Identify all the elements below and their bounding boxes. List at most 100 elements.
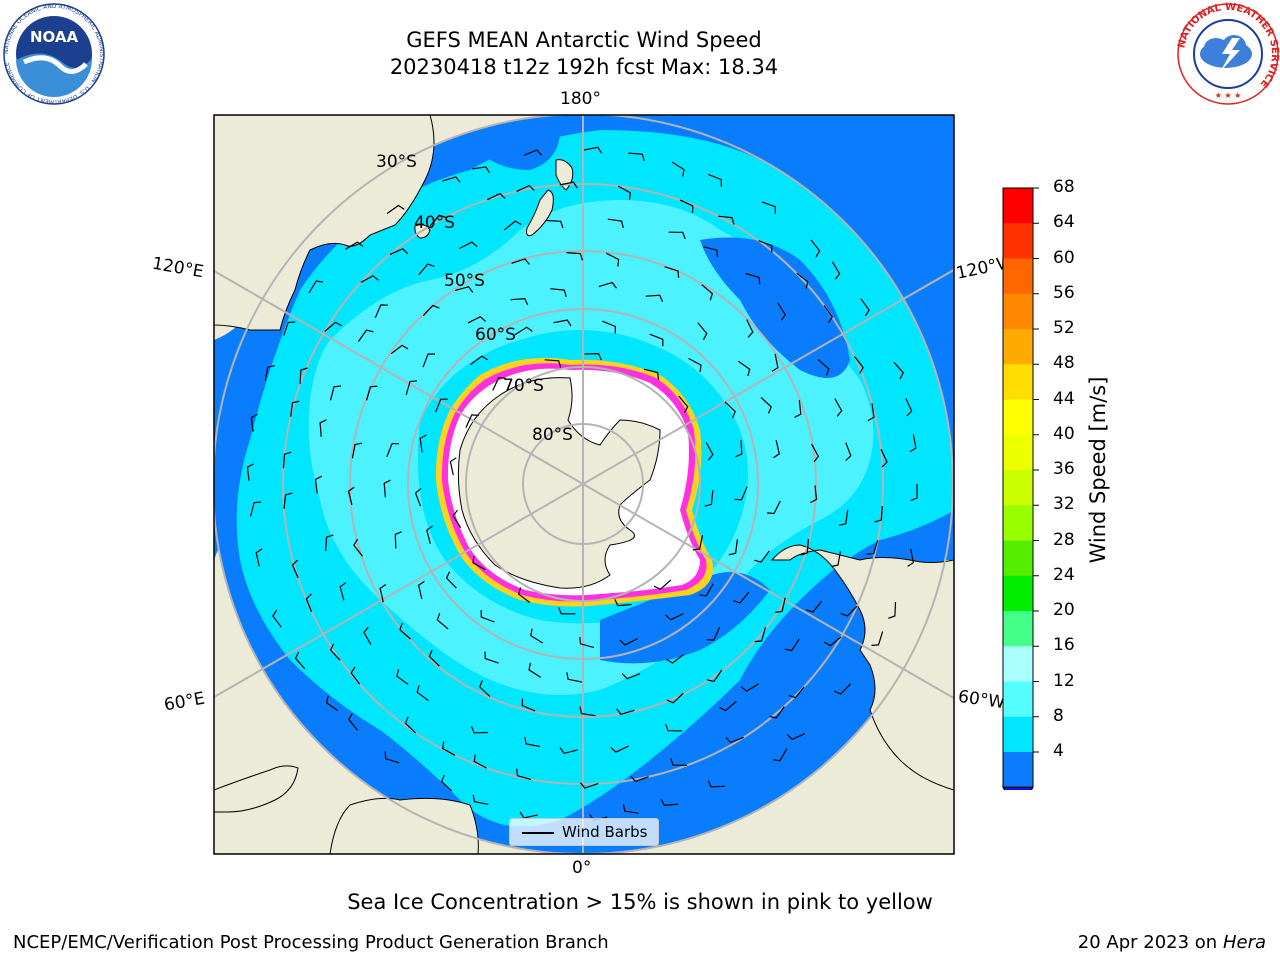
wind-barb xyxy=(671,161,685,177)
wind-barb xyxy=(854,356,864,374)
wind-barb xyxy=(746,319,754,338)
australia-landmass xyxy=(214,115,435,331)
wind-barb xyxy=(707,669,723,683)
wind-barb xyxy=(598,281,617,289)
wind-barb xyxy=(510,297,529,306)
wind-barb xyxy=(325,695,339,712)
wind-barb xyxy=(465,414,479,428)
wind-barb xyxy=(708,173,722,187)
wind-barb xyxy=(880,448,888,468)
colorbar-tick-label: 4 xyxy=(1053,741,1064,761)
wind-barb xyxy=(728,539,738,556)
wind-barb xyxy=(389,248,409,255)
wind-barb xyxy=(668,231,686,240)
antarctic-continent xyxy=(457,377,661,589)
colorbar-segment xyxy=(1003,434,1033,471)
footer-date-text: 20 Apr 2023 on xyxy=(1077,932,1223,953)
nws-logo: NATIONAL WEATHER SERVICE ★ ★ ★ xyxy=(1176,2,1280,105)
wind-barb xyxy=(452,509,462,529)
wind-barb xyxy=(666,692,684,704)
wind-barb xyxy=(325,534,334,552)
wind-barb xyxy=(553,319,572,327)
colorbar-segment xyxy=(1003,399,1033,436)
colorbar-segment xyxy=(1003,223,1033,259)
wind-barb xyxy=(384,751,400,764)
wind-barb xyxy=(324,321,342,332)
wind-barb xyxy=(246,463,254,482)
colorbar-segment xyxy=(1003,505,1033,541)
colorbar-segment xyxy=(1003,540,1033,577)
wind-barb xyxy=(617,185,632,200)
wind-barb xyxy=(679,199,694,213)
wind-barb xyxy=(329,643,341,661)
caption-wrap: Sea Ice Concentration > 15% is shown in … xyxy=(0,890,1280,914)
ocean-low-patch xyxy=(700,237,850,378)
colorbar-label: Wind Speed [m/s] xyxy=(1086,376,1110,564)
wind-barb xyxy=(351,442,363,459)
new-zealand-landmass xyxy=(526,189,554,237)
wind-barb xyxy=(282,451,292,469)
graticule xyxy=(214,115,954,854)
wind-barb xyxy=(740,683,759,692)
footer-machine: Hera xyxy=(1222,932,1266,953)
wind-barb xyxy=(366,385,378,401)
wind-barb xyxy=(699,583,714,597)
wind-barb xyxy=(788,686,805,699)
wind-barb xyxy=(643,368,660,380)
longitude-line xyxy=(582,483,954,700)
wind-barb xyxy=(734,486,748,501)
wind-barb xyxy=(724,401,736,419)
colorbar-tick-label: 12 xyxy=(1053,670,1075,691)
wind-barb xyxy=(305,593,313,613)
svg-text:★ ★ ★: ★ ★ ★ xyxy=(1215,91,1242,100)
footer-branch: NCEP/EMC/Verification Post Processing Pr… xyxy=(13,932,609,953)
wind-barb xyxy=(845,442,852,461)
wind-barb xyxy=(299,367,308,385)
africa-landmass xyxy=(329,797,479,854)
wind-barb xyxy=(602,320,617,334)
colorbar-segment xyxy=(1003,329,1033,365)
colorbar-tick-label: 20 xyxy=(1053,600,1075,620)
wind-barb xyxy=(866,540,879,555)
wind-barb xyxy=(290,400,300,417)
wind-barb xyxy=(773,439,780,459)
wind-barb xyxy=(874,505,883,523)
wind-barb xyxy=(422,304,440,317)
wind-barb xyxy=(830,551,841,568)
wind-barb xyxy=(478,680,491,697)
wind-barb xyxy=(718,215,735,225)
wind-barb xyxy=(518,587,531,604)
wind-barb xyxy=(834,398,843,417)
colorbar-tick-label: 68 xyxy=(1053,177,1075,197)
wind-barb xyxy=(705,442,714,461)
wind-barb xyxy=(283,492,293,509)
wind-barb xyxy=(357,329,374,342)
wind-barb xyxy=(767,500,781,515)
wind-barb-legend-line xyxy=(522,832,554,834)
lat-label-40s: 40°S xyxy=(414,213,455,233)
sea-ice-caption: Sea Ice Concentration > 15% is shown in … xyxy=(347,890,933,914)
wind-barb xyxy=(294,651,306,670)
wind-barb xyxy=(250,413,258,432)
ocean-region xyxy=(600,115,954,560)
wind-barb xyxy=(386,443,399,457)
wind-barb xyxy=(769,706,785,719)
wind-barb xyxy=(399,622,411,640)
colorbar-segment xyxy=(1003,258,1033,295)
wind-barb xyxy=(383,479,391,498)
colorbar-segment xyxy=(1003,188,1033,224)
noaa-text: NOAA xyxy=(30,28,79,46)
colorbar-tick-label: 8 xyxy=(1053,705,1064,726)
wind-barb xyxy=(414,488,422,507)
wind-barb xyxy=(607,218,624,229)
wind-barb xyxy=(800,539,809,556)
wind-barb xyxy=(480,610,495,623)
wind-barb xyxy=(544,359,562,368)
wind-barb xyxy=(264,365,275,382)
wind-barb xyxy=(519,811,538,819)
wind-barb xyxy=(516,768,532,780)
colorbar-frame xyxy=(1002,187,1034,788)
wind-barb xyxy=(725,736,744,744)
ocean-low-patch xyxy=(470,126,560,170)
wind-barb xyxy=(472,555,486,571)
